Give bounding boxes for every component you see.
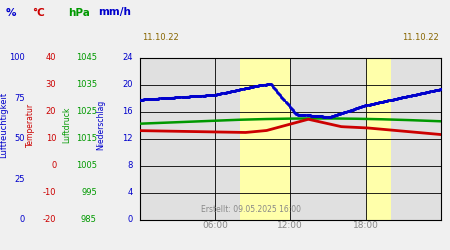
Text: Erstellt: 09.05.2025 16:00: Erstellt: 09.05.2025 16:00 [201,204,301,214]
Text: 995: 995 [81,188,97,198]
Text: 10: 10 [46,134,56,143]
Text: -10: -10 [43,188,56,198]
Text: 4: 4 [127,188,133,198]
Text: 16: 16 [122,107,133,116]
Text: 985: 985 [81,216,97,224]
Text: mm/h: mm/h [98,8,131,18]
Text: 75: 75 [14,94,25,102]
Text: 40: 40 [46,53,56,62]
Bar [240,58,290,220]
Text: 1035: 1035 [76,80,97,89]
Text: 8: 8 [127,161,133,170]
Text: -20: -20 [43,216,56,224]
Text: 50: 50 [14,134,25,143]
Text: 25: 25 [14,175,25,184]
Text: Luftdruck: Luftdruck [62,107,71,143]
Text: 11.10.22: 11.10.22 [402,34,439,42]
Text: 12: 12 [122,134,133,143]
Text: °C: °C [32,8,45,18]
Text: 0: 0 [127,216,133,224]
Bar [365,58,391,220]
Text: %: % [6,8,17,18]
Text: 0: 0 [51,161,56,170]
Text: 11.10.22: 11.10.22 [142,34,179,42]
Text: 100: 100 [9,53,25,62]
Text: Temperatur: Temperatur [26,103,35,147]
Text: 0: 0 [19,216,25,224]
Text: 20: 20 [122,80,133,89]
Text: 24: 24 [122,53,133,62]
Text: 30: 30 [45,80,56,89]
Text: 1025: 1025 [76,107,97,116]
Text: 1015: 1015 [76,134,97,143]
Text: 1045: 1045 [76,53,97,62]
Text: Luftfeuchtigkeit: Luftfeuchtigkeit [0,92,8,158]
Text: Niederschlag: Niederschlag [97,100,106,150]
Text: hPa: hPa [68,8,90,18]
Text: 20: 20 [46,107,56,116]
Text: 1005: 1005 [76,161,97,170]
